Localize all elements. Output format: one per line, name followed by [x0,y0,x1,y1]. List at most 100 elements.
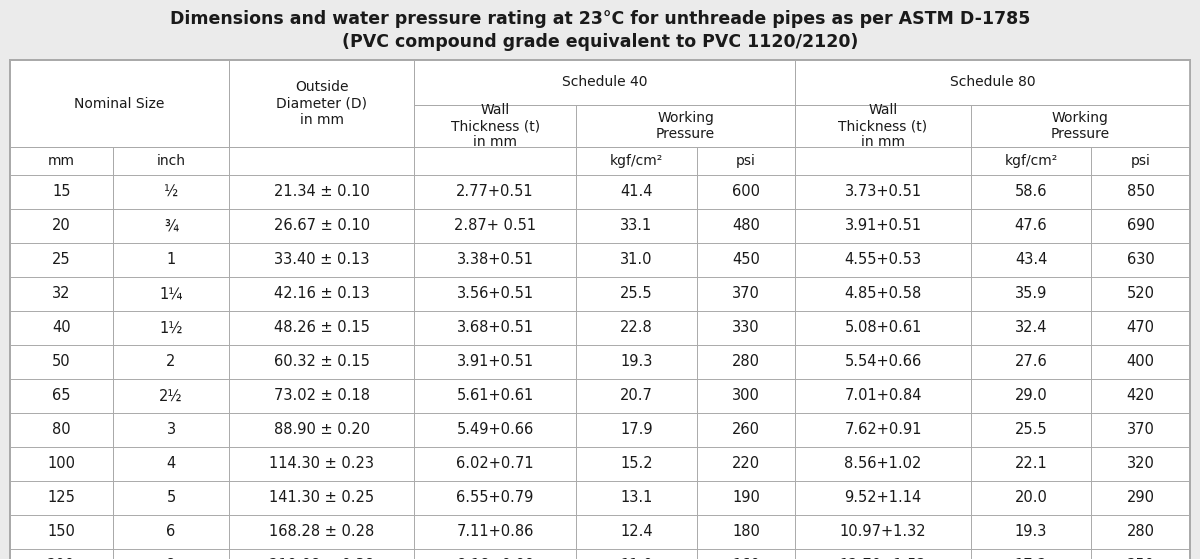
Text: 40: 40 [52,320,71,335]
Text: 50: 50 [52,354,71,369]
Text: 33.40 ± 0.13: 33.40 ± 0.13 [274,253,370,268]
Text: 88.90 ± 0.20: 88.90 ± 0.20 [274,423,370,438]
Text: 4.55+0.53: 4.55+0.53 [845,253,922,268]
Text: Schedule 80: Schedule 80 [950,75,1036,89]
Text: 280: 280 [732,354,760,369]
Text: 168.28 ± 0.28: 168.28 ± 0.28 [269,524,374,539]
Text: 21.34 ± 0.10: 21.34 ± 0.10 [274,184,370,200]
Text: 20.0: 20.0 [1014,490,1048,505]
Text: 3.56+0.51: 3.56+0.51 [456,287,534,301]
Text: 3.91+0.51: 3.91+0.51 [845,219,922,234]
Bar [576,105,796,147]
Text: Schedule 40: Schedule 40 [562,75,648,89]
Text: 3: 3 [167,423,175,438]
Text: 19.3: 19.3 [1015,524,1048,539]
Text: 43.4: 43.4 [1015,253,1048,268]
Text: 260: 260 [732,423,760,438]
Bar [414,60,796,105]
Text: 25.5: 25.5 [620,287,653,301]
Text: 5.49+0.66: 5.49+0.66 [456,423,534,438]
Bar [10,60,229,147]
Text: 15.2: 15.2 [620,457,653,471]
Text: kgf/cm²: kgf/cm² [610,154,662,168]
Text: 190: 190 [732,490,760,505]
Text: 42.16 ± 0.13: 42.16 ± 0.13 [274,287,370,301]
Text: 470: 470 [1127,320,1154,335]
Text: 9.52+1.14: 9.52+1.14 [845,490,922,505]
Text: kgf/cm²: kgf/cm² [1004,154,1057,168]
Text: 47.6: 47.6 [1015,219,1048,234]
Text: ¾: ¾ [164,219,178,234]
Text: 8.56+1.02: 8.56+1.02 [845,457,922,471]
Text: 5: 5 [167,490,175,505]
Text: 35.9: 35.9 [1015,287,1048,301]
Text: 4: 4 [167,457,175,471]
Text: 850: 850 [1127,184,1154,200]
Text: 370: 370 [1127,423,1154,438]
Text: 2.87+ 0.51: 2.87+ 0.51 [454,219,536,234]
Text: Wall
Thickness (t)
in mm: Wall Thickness (t) in mm [839,103,928,149]
Text: 400: 400 [1127,354,1154,369]
Text: 420: 420 [1127,389,1154,404]
Text: 58.6: 58.6 [1015,184,1048,200]
Text: 65: 65 [52,389,71,404]
Text: 370: 370 [732,287,760,301]
Text: 320: 320 [1127,457,1154,471]
Text: psi: psi [1130,154,1151,168]
Text: 2: 2 [167,354,175,369]
Text: 1¼: 1¼ [160,287,182,301]
Text: 114.30 ± 0.23: 114.30 ± 0.23 [269,457,374,471]
Text: 22.8: 22.8 [620,320,653,335]
Text: 150: 150 [48,524,76,539]
Text: 330: 330 [732,320,760,335]
Text: 12.4: 12.4 [620,524,653,539]
Text: 125: 125 [48,490,76,505]
Text: 19.3: 19.3 [620,354,653,369]
Text: 520: 520 [1127,287,1154,301]
Text: 220: 220 [732,457,760,471]
Text: 630: 630 [1127,253,1154,268]
Text: 5.08+0.61: 5.08+0.61 [845,320,922,335]
Text: mm: mm [48,154,74,168]
Text: 5.61+0.61: 5.61+0.61 [456,389,534,404]
Text: 2½: 2½ [160,389,182,404]
Text: 600: 600 [732,184,760,200]
Text: 32: 32 [52,287,71,301]
Text: 13.1: 13.1 [620,490,653,505]
Text: Nominal Size: Nominal Size [74,97,164,111]
Text: 29.0: 29.0 [1015,389,1048,404]
Text: 1½: 1½ [160,320,182,335]
Text: 25: 25 [52,253,71,268]
Text: 31.0: 31.0 [620,253,653,268]
Text: 290: 290 [1127,490,1154,505]
Text: 60.32 ± 0.15: 60.32 ± 0.15 [274,354,370,369]
Text: psi: psi [736,154,756,168]
Text: 32.4: 32.4 [1015,320,1048,335]
Text: 3.73+0.51: 3.73+0.51 [845,184,922,200]
Text: Working
Pressure: Working Pressure [1051,111,1110,141]
Text: 26.67 ± 0.10: 26.67 ± 0.10 [274,219,370,234]
Text: Working
Pressure: Working Pressure [656,111,715,141]
Text: 5.54+0.66: 5.54+0.66 [845,354,922,369]
Text: 15: 15 [52,184,71,200]
Text: 6.02+0.71: 6.02+0.71 [456,457,534,471]
Text: 180: 180 [732,524,760,539]
Bar [971,105,1190,147]
Text: 3.38+0.51: 3.38+0.51 [457,253,534,268]
Text: 20.7: 20.7 [620,389,653,404]
Text: 25.5: 25.5 [1015,423,1048,438]
Text: 3.68+0.51: 3.68+0.51 [456,320,534,335]
Text: 41.4: 41.4 [620,184,653,200]
Bar [796,60,1190,105]
Text: Dimensions and water pressure rating at 23°C for unthreade pipes as per ASTM D-1: Dimensions and water pressure rating at … [170,10,1030,28]
Text: (PVC compound grade equivalent to PVC 1120/2120): (PVC compound grade equivalent to PVC 11… [342,33,858,51]
Text: 27.6: 27.6 [1015,354,1048,369]
Text: 7.01+0.84: 7.01+0.84 [845,389,922,404]
Text: 4.85+0.58: 4.85+0.58 [845,287,922,301]
Bar [229,60,414,147]
Text: 10.97+1.32: 10.97+1.32 [840,524,926,539]
Text: 6: 6 [167,524,175,539]
Text: 480: 480 [732,219,760,234]
Text: 80: 80 [52,423,71,438]
Text: Wall
Thickness (t)
in mm: Wall Thickness (t) in mm [450,103,540,149]
